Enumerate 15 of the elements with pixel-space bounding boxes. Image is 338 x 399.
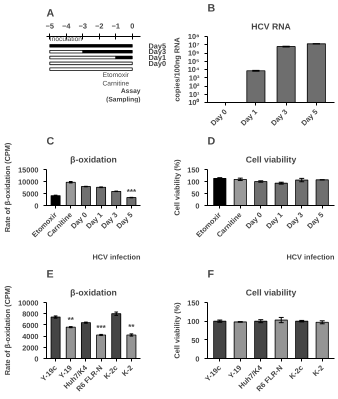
- annotation: **: [68, 315, 75, 324]
- annotation: ***: [126, 188, 137, 197]
- chart-title: β-oxidation: [70, 288, 117, 298]
- text: C: [46, 136, 54, 148]
- text: B: [208, 2, 216, 14]
- annotation: **: [128, 322, 136, 332]
- chart-title: Cell viability: [246, 154, 296, 164]
- chart-title: β-oxidation: [70, 154, 117, 164]
- chart-title: Cell viability: [246, 288, 296, 298]
- annotation: ***: [96, 324, 107, 333]
- text: D: [208, 136, 216, 148]
- chart-title: HCV RNA: [251, 22, 292, 32]
- text: F: [208, 268, 214, 280]
- text: E: [46, 268, 54, 280]
- text: A: [46, 8, 54, 20]
